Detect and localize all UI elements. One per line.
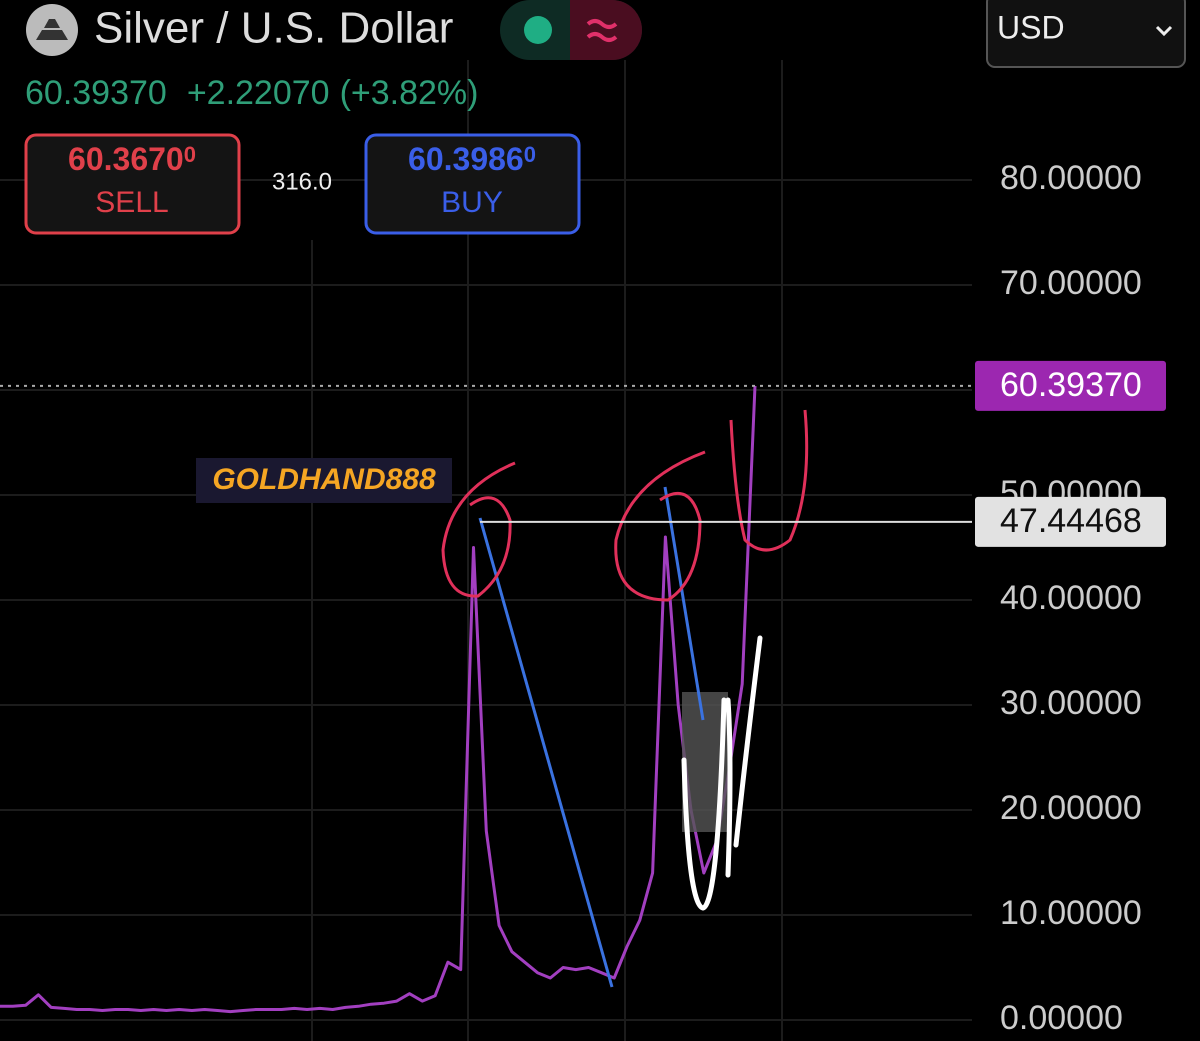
chevron	[1155, 25, 1173, 37]
y-tick-label: 30.00000	[1000, 684, 1142, 722]
current-price-label: 60.39370	[1000, 366, 1142, 404]
y-tick-label: 20.00000	[1000, 789, 1142, 827]
hand-drawn-u	[729, 409, 809, 552]
level-label: 47.44468	[1000, 502, 1142, 540]
buy-button[interactable]	[364, 133, 581, 235]
currency: USD	[997, 9, 1065, 45]
price-value: 60.39370	[25, 74, 167, 112]
title: Silver / U.S. Dollar	[94, 4, 453, 53]
hand-drawn-circle	[441, 461, 516, 598]
trend-line	[478, 517, 614, 988]
sell-price: 60.36700	[68, 141, 196, 177]
toggle-icon	[586, 19, 618, 42]
price: 60.39370 +2.22070 (+3.82%)	[25, 74, 478, 112]
y-tick-label: 10.00000	[1000, 894, 1142, 932]
buy-price: 60.39860	[408, 141, 536, 177]
change: +2.22070	[187, 74, 330, 112]
y-tick-label: 70.00000	[1000, 264, 1142, 302]
toggle-right	[570, 0, 642, 60]
toggle-dot	[524, 16, 552, 44]
buy-pip: 0	[524, 142, 536, 167]
y-tick-label: 40.00000	[1000, 579, 1142, 617]
sell-pip: 0	[184, 142, 196, 167]
spread: 316.0	[272, 168, 332, 195]
price-axis: 0.0000010.0000020.0000030.0000040.000005…	[0, 159, 1166, 1037]
currency-select[interactable]	[986, 0, 1186, 68]
annotation-box	[196, 458, 452, 503]
buy-label: BUY	[441, 186, 503, 219]
sell-label: SELL	[95, 186, 168, 219]
hand-drawn-circle	[614, 450, 706, 602]
plot	[0, 385, 757, 1014]
level-badge	[975, 496, 1166, 547]
current-price-badge	[975, 360, 1166, 411]
hand-drawn-curve	[681, 635, 763, 911]
annotation: GOLDHAND888	[212, 463, 436, 496]
y-tick-label: 80.00000	[1000, 159, 1142, 197]
trend-line	[663, 486, 705, 721]
buy-price-value: 60.3986	[408, 141, 524, 177]
y-tick-label: 0.00000	[1000, 999, 1123, 1037]
change-pct: (+3.82%)	[340, 74, 479, 112]
price-line	[0, 385, 757, 1014]
sell-price-value: 60.3670	[68, 141, 184, 177]
logo-icon	[36, 19, 68, 40]
grid	[0, 60, 972, 1041]
sell-button[interactable]	[24, 133, 241, 235]
